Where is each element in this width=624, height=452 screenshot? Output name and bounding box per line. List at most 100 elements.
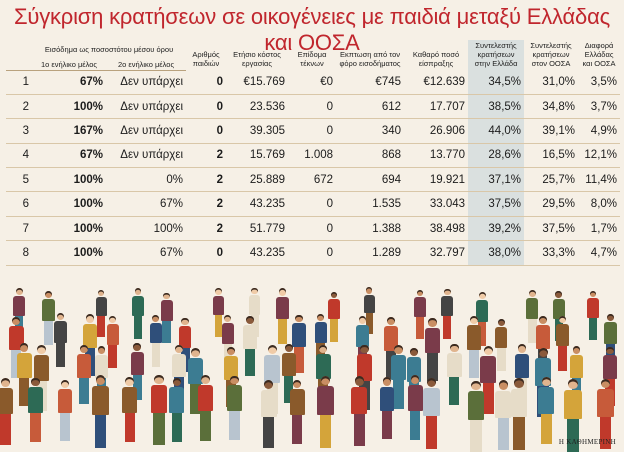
table-row: 8 100% 67% 0 43.235 0 1.289 32.797 38,0% 33,3% 4,7… xyxy=(6,240,621,266)
person-figure xyxy=(292,314,306,374)
crowd-illustration xyxy=(0,285,624,452)
person-figure xyxy=(466,316,482,378)
person-figure xyxy=(130,343,144,401)
cell-allowance: 0 xyxy=(288,94,337,120)
person-figure xyxy=(441,288,454,339)
cell-diff: 3,5% xyxy=(578,70,621,95)
cell-children: 0 xyxy=(186,94,227,120)
cell-tax-credit: 1.289 xyxy=(336,240,405,266)
person-figure xyxy=(122,376,138,443)
cell-idx: 7 xyxy=(6,216,32,242)
cell-children: 0 xyxy=(186,240,227,266)
cell-rate-oecd: 16,5% xyxy=(524,143,579,169)
cell-idx: 1 xyxy=(6,70,32,95)
cell-tax-credit: 694 xyxy=(336,167,405,193)
header-rate-greece: Συντελεστής κρατήσεων στην Ελλάδα xyxy=(468,40,525,70)
person-figure xyxy=(475,292,489,346)
cell-allowance: 0 xyxy=(288,118,337,144)
person-figure xyxy=(276,288,290,344)
cell-diff: 3,7% xyxy=(578,94,621,120)
header-rate-oecd: Συντελεστής κρατήσεων στον ΟΟΣΑ xyxy=(530,41,572,68)
table-row: 2 100% Δεν υπάρχει 0 23.536 0 612 17.707 38,5% 34… xyxy=(6,94,621,120)
cell-allowance: 1.008 xyxy=(288,143,337,169)
cell-adult1: 100% xyxy=(32,216,106,242)
person-figure xyxy=(106,316,119,368)
cell-gross: 43.235 xyxy=(226,240,289,266)
person-figure xyxy=(363,287,375,335)
cell-rate-oecd: 39,1% xyxy=(524,118,579,144)
person-figure xyxy=(423,377,440,449)
person-figure xyxy=(467,380,485,452)
person-figure xyxy=(564,378,582,452)
person-figure xyxy=(131,288,144,339)
header-income-group: Εισόδημα ως ποσοστότου μέσου όρου xyxy=(44,44,174,54)
cell-net: 17.707 xyxy=(404,94,469,120)
cell-adult1: 167% xyxy=(32,118,106,144)
cell-rate-oecd: 25,7% xyxy=(524,167,579,193)
person-figure xyxy=(351,376,368,446)
cell-adult2: Δεν υπάρχει xyxy=(106,143,187,169)
person-figure xyxy=(77,345,92,404)
cell-net: €12.639 xyxy=(404,70,469,95)
header-children: Αριθμός παιδιών xyxy=(192,50,220,68)
person-figure xyxy=(538,377,554,444)
cell-adult1: 100% xyxy=(32,240,106,266)
person-figure xyxy=(391,345,407,410)
cell-idx: 2 xyxy=(6,94,32,120)
cell-adult2: 0% xyxy=(106,167,187,193)
person-figure xyxy=(149,314,162,367)
table-row: 3 167% Δεν υπάρχει 0 39.305 0 340 26.906 44,0% 39… xyxy=(6,118,621,144)
cell-idx: 5 xyxy=(6,167,32,193)
header-net: Καθαρό ποσό είσπραξης xyxy=(412,50,460,68)
cell-diff: 4,7% xyxy=(578,240,621,266)
person-figure xyxy=(526,290,539,343)
cell-rate-gr: 38,5% xyxy=(468,94,525,120)
cell-adult2: Δεν υπάρχει xyxy=(106,70,187,95)
cell-rate-oecd: 37,5% xyxy=(524,216,579,242)
person-figure xyxy=(447,343,462,406)
person-figure xyxy=(242,315,257,376)
cell-gross: 23.536 xyxy=(226,94,289,120)
cell-diff: 11,4% xyxy=(578,167,621,193)
person-figure xyxy=(425,318,440,381)
publisher-credit: Η ΚΑΘΗΜΕΡΙΝΗ xyxy=(558,438,616,446)
cell-adult2: 67% xyxy=(106,240,187,266)
cell-net: 26.906 xyxy=(404,118,469,144)
cell-adult1: 100% xyxy=(32,94,106,120)
cell-tax-credit: 340 xyxy=(336,118,405,144)
comparison-table: Εισόδημα ως ποσοστότου μέσου όρου Αριθμό… xyxy=(6,40,621,266)
person-figure xyxy=(53,313,67,368)
person-figure xyxy=(91,375,109,448)
cell-adult1: 67% xyxy=(32,70,106,95)
table-row: 5 100% 0% 2 25.889 672 694 19.921 37,1% 25,7% 11,4… xyxy=(6,167,621,193)
person-figure xyxy=(480,345,497,415)
cell-adult1: 100% xyxy=(32,191,106,217)
cell-rate-gr: 37,5% xyxy=(468,191,525,217)
cell-children: 0 xyxy=(186,70,227,95)
page-title: Σύγκριση κρατήσεων σε οικογένειες με παι… xyxy=(13,4,611,55)
cell-allowance: 672 xyxy=(288,167,337,193)
cell-net: 32.797 xyxy=(404,240,469,266)
cell-idx: 6 xyxy=(6,191,32,217)
person-figure xyxy=(95,289,107,337)
person-figure xyxy=(383,316,398,379)
person-figure xyxy=(414,289,426,339)
person-figure xyxy=(289,379,305,444)
cell-children: 2 xyxy=(186,191,227,217)
header-difference: Διαφορά Ελλάδας και ΟΟΣΑ xyxy=(582,41,616,68)
cell-children: 2 xyxy=(186,216,227,242)
table-row: 1 67% Δεν υπάρχει 0 €15.769 €0 €745 €12.639 34,5… xyxy=(6,70,621,95)
person-figure xyxy=(495,318,508,371)
cell-idx: 4 xyxy=(6,143,32,169)
person-figure xyxy=(0,377,14,445)
cell-gross: 25.889 xyxy=(226,167,289,193)
person-figure xyxy=(407,375,423,440)
cell-adult2: 100% xyxy=(106,216,187,242)
person-figure xyxy=(221,315,234,368)
person-figure xyxy=(495,380,512,450)
cell-children: 2 xyxy=(186,167,227,193)
cell-children: 0 xyxy=(186,118,227,144)
cell-diff: 8,0% xyxy=(578,191,621,217)
cell-rate-gr: 39,2% xyxy=(468,216,525,242)
person-figure xyxy=(510,378,528,450)
